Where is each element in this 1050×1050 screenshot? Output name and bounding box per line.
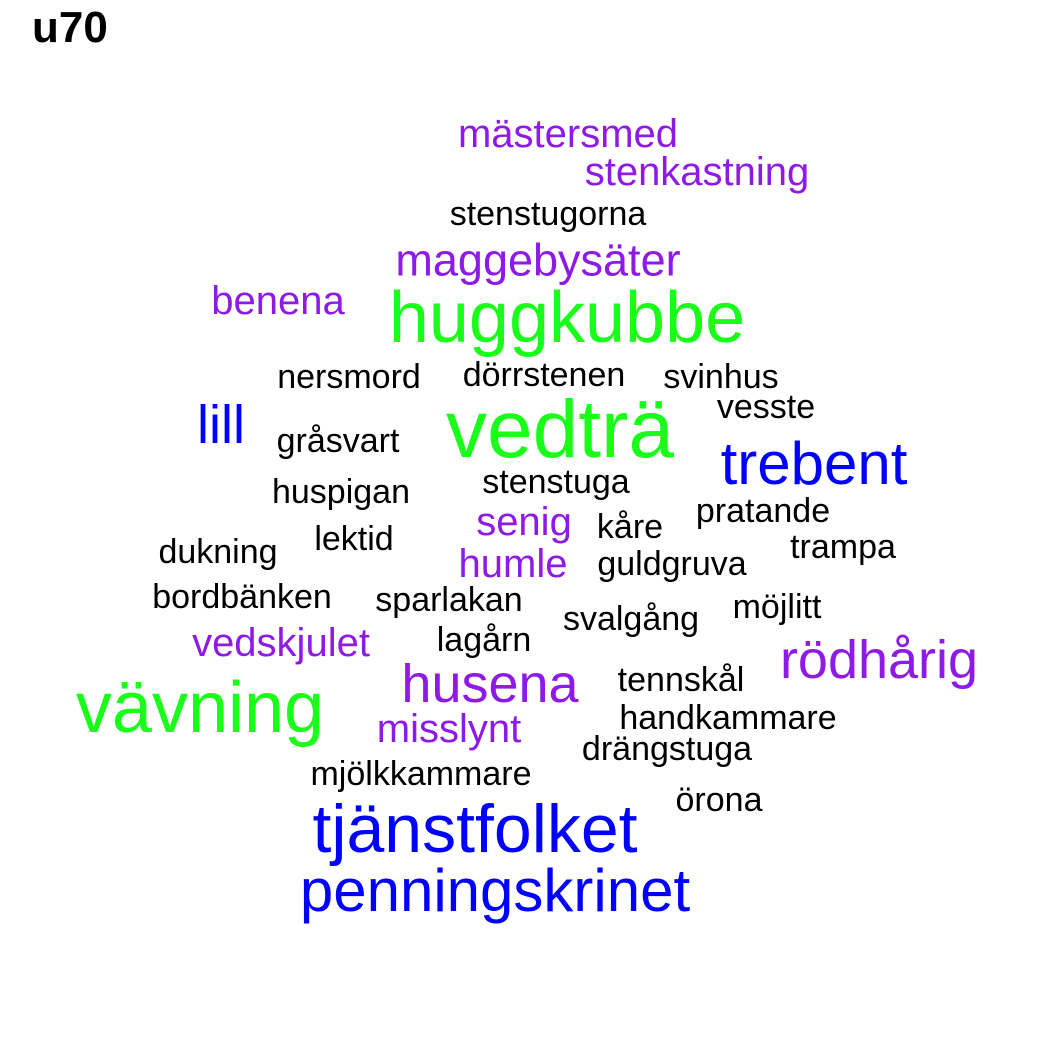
plot-title: u70 xyxy=(32,3,108,52)
word: örona xyxy=(675,781,763,819)
word: möjlitt xyxy=(732,588,822,626)
word: dörrstenen xyxy=(462,356,626,394)
word: rödhårig xyxy=(779,630,979,690)
word: nersmord xyxy=(277,358,421,396)
word: mästersmed xyxy=(457,112,679,156)
word: stenstuga xyxy=(482,463,630,501)
word: guldgruva xyxy=(597,545,747,583)
word: kåre xyxy=(596,508,664,546)
word: tennskål xyxy=(617,661,745,699)
word: huggkubbe xyxy=(388,278,746,358)
word: misslynt xyxy=(376,707,522,751)
word: svalgång xyxy=(562,600,700,638)
word: penningskrinet xyxy=(299,857,691,924)
word: mjölkkammare xyxy=(310,755,532,793)
word: tjänstfolket xyxy=(312,791,638,867)
word: sparlakan xyxy=(375,581,523,619)
word: benena xyxy=(211,279,345,323)
word: vedträ xyxy=(446,384,674,475)
word: gråsvart xyxy=(276,422,400,460)
word: lill xyxy=(197,395,245,455)
word: maggebysäter xyxy=(395,234,681,286)
word: bordbänken xyxy=(152,578,332,616)
word: svinhus xyxy=(663,358,779,396)
word: humle xyxy=(458,542,568,586)
word: stenstugorna xyxy=(449,195,647,233)
word: huspigan xyxy=(271,473,411,511)
word: stenkastning xyxy=(584,150,810,194)
word: lagårn xyxy=(436,621,532,659)
word: dukning xyxy=(158,533,278,571)
word: lektid xyxy=(314,520,394,558)
word: drängstuga xyxy=(581,730,753,768)
word: vedskjulet xyxy=(192,621,370,665)
word: husena xyxy=(401,654,579,714)
word: handkammare xyxy=(619,699,837,737)
word: trebent xyxy=(720,430,908,497)
word: senig xyxy=(476,500,572,544)
word: vävning xyxy=(75,668,325,748)
word: vesste xyxy=(716,388,816,426)
word: trampa xyxy=(790,528,896,566)
word: pratande xyxy=(695,492,831,530)
